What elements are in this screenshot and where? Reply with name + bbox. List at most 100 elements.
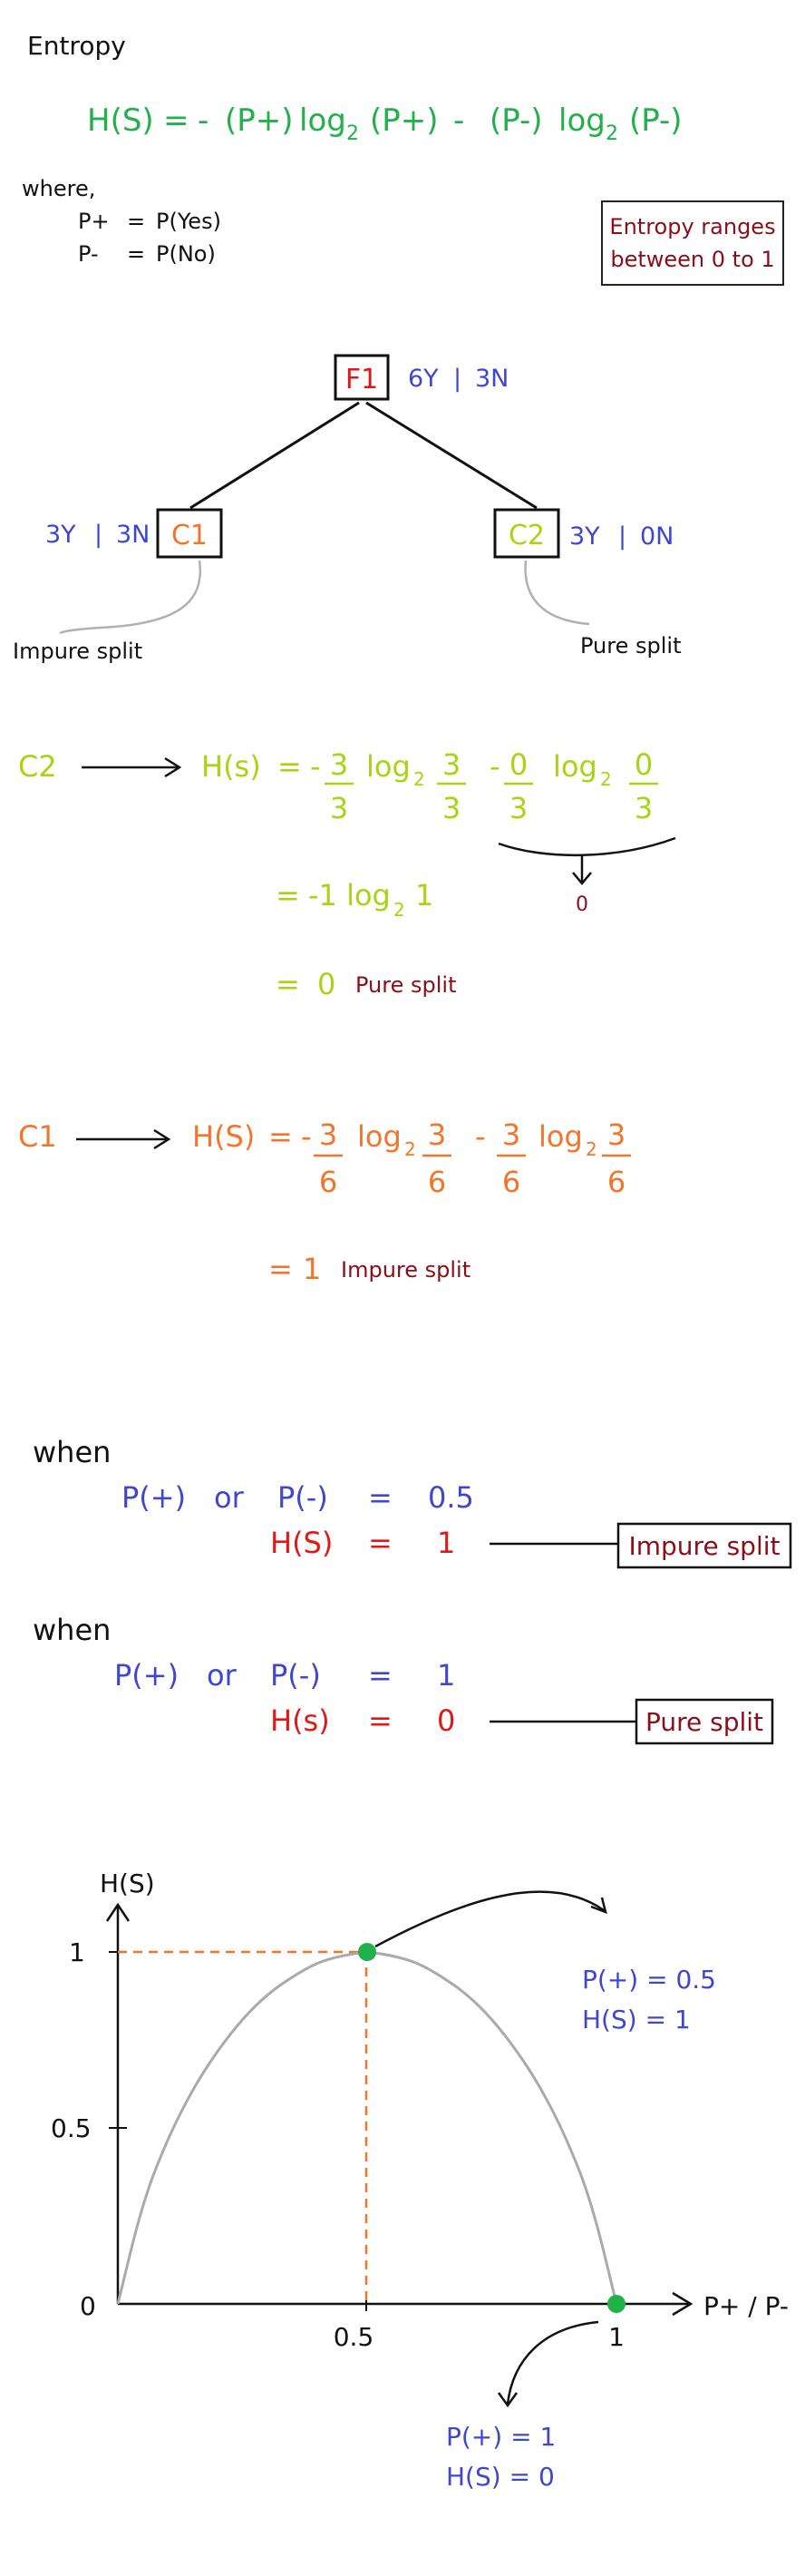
note-line-2: between 0 to 1 <box>610 247 774 272</box>
peak-annotation-arrowhead <box>590 1897 607 1915</box>
case1-box-label: Impure split <box>629 1531 781 1561</box>
c1-t3-num: 3 <box>502 1117 520 1152</box>
formula-minus-1: - <box>198 102 209 139</box>
c1-result-val: 1 <box>303 1252 321 1286</box>
formula-p-minus-2: (P-) <box>629 102 683 139</box>
def-sym-minus: P- <box>78 241 99 267</box>
y-axis-arrowhead <box>105 1902 131 1922</box>
definitions: P+ = P(Yes) P- = P(No) <box>78 209 221 267</box>
c1-t1-num: 3 <box>319 1117 337 1152</box>
case1-pval: 0.5 <box>428 1480 474 1515</box>
x-axis-label: P+ / P- <box>703 2291 789 2321</box>
c2-zero-arrow-head <box>572 872 592 885</box>
y-tick-label-1: 1 <box>69 1937 85 1967</box>
c1-t4-den: 6 <box>607 1165 626 1199</box>
case2-eq: = <box>368 1658 393 1693</box>
formula-p-plus-2: (P+) <box>370 102 439 139</box>
origin-label: 0 <box>80 2291 96 2321</box>
c1-t2-num: 3 <box>428 1117 446 1152</box>
c2-calc-node: C2 <box>18 749 57 784</box>
f1-no-count: 3N <box>475 365 509 393</box>
c1-caption-connector <box>59 560 202 635</box>
c2-line2-pre: -1 log <box>308 878 391 912</box>
x-tick-label-1: 1 <box>608 2322 625 2352</box>
c2-base-2: 2 <box>600 768 612 790</box>
case2-p2: P(-) <box>270 1658 321 1693</box>
case1-eq: = <box>368 1480 393 1515</box>
def-eq-plus: = <box>127 209 145 234</box>
where-label: where, <box>22 176 95 201</box>
c1-yes-count: 3Y <box>45 521 76 549</box>
formula-minus-2: - <box>453 102 464 139</box>
c1-result-label: Impure split <box>341 1257 470 1283</box>
case-pure: when P(+) or P(-) = 1 H(s) = 0 Pure spli… <box>33 1613 774 1745</box>
entropy-curve-line <box>116 1951 618 2305</box>
c1-t1-den: 6 <box>319 1165 337 1199</box>
c2-t4-num: 0 <box>635 747 653 782</box>
c1-log-1: log <box>357 1119 402 1154</box>
c1-t3-den: 6 <box>502 1165 520 1199</box>
def-eq-minus: = <box>127 241 145 267</box>
c2-line2-base: 2 <box>393 899 405 921</box>
node-c2-label: C2 <box>509 520 545 551</box>
note-line-1: Entropy ranges <box>609 214 775 239</box>
c2-t2-den: 3 <box>442 791 461 825</box>
node-c1-counts: 3Y | 3N <box>45 521 150 549</box>
c1-no-count: 3N <box>116 521 150 549</box>
entropy-formula: H(S) = - (P+) log 2 (P+) - (P-) log 2 (P… <box>87 102 683 145</box>
c1-result-eq: = <box>268 1252 293 1286</box>
c1-calc-node: C1 <box>18 1119 57 1154</box>
c2-calculation: C2 H(s) = - 3 3 log 2 3 3 - 0 3 log 2 0 … <box>18 747 676 1001</box>
f1-yes-count: 6Y <box>408 365 439 393</box>
end-annotation-arrow <box>506 2320 599 2405</box>
c2-t1-num: 3 <box>330 747 348 782</box>
c2-zero-brace <box>498 836 676 857</box>
page-title: Entropy <box>27 31 126 61</box>
node-c2-box <box>493 508 560 559</box>
case2-p1: P(+) <box>114 1658 179 1693</box>
c2-line3-label: Pure split <box>355 972 456 998</box>
end-annotation-line2: H(S) = 0 <box>446 2462 555 2492</box>
c2-yes-count: 3Y <box>569 522 600 551</box>
y-ticks: 1 0.5 <box>51 1937 127 2143</box>
c2-count-sep: | <box>618 522 626 551</box>
f1-count-sep: | <box>453 365 461 393</box>
case1-box <box>616 1522 792 1569</box>
c2-t2-num: 3 <box>442 747 461 782</box>
case2-eq2: = <box>368 1703 393 1738</box>
case1-hval: 1 <box>437 1526 455 1560</box>
c2-t3-sign: - <box>490 749 500 784</box>
c2-t3-den: 3 <box>509 791 528 825</box>
c1-t1-sign: - <box>301 1119 312 1154</box>
case-impure: when P(+) or P(-) = 0.5 H(S) = 1 Impure … <box>33 1435 792 1569</box>
c1-base-1: 2 <box>404 1138 416 1160</box>
case2-hval: 0 <box>437 1703 455 1738</box>
node-f1-box <box>334 354 390 401</box>
case1-hs: H(S) <box>270 1526 333 1560</box>
x-tick-label-05: 0.5 <box>334 2322 374 2352</box>
end-annotation-line1: P(+) = 1 <box>446 2422 556 2452</box>
y-tick-label-05: 0.5 <box>51 2113 92 2143</box>
case1-p2: P(-) <box>277 1480 328 1515</box>
entropy-chart: H(S) P+ / P- 0 1 0.5 0.5 1 P(+) = 0.5 H(… <box>51 1869 789 2492</box>
node-c1-label: C1 <box>171 520 208 551</box>
c2-line2-eq: = <box>276 878 300 912</box>
case2-when: when <box>33 1613 111 1647</box>
c1-arrow-head <box>153 1128 171 1150</box>
c2-line3-eq: = <box>276 967 300 1001</box>
c2-t3-num: 0 <box>509 747 528 782</box>
node-c2-counts: 3Y | 0N <box>569 522 674 551</box>
c2-log-1: log <box>366 749 411 784</box>
c2-eq: = <box>277 749 302 784</box>
c2-zero-note: 0 <box>576 893 588 916</box>
c1-base-2: 2 <box>586 1138 597 1160</box>
c1-count-sep: | <box>94 521 102 549</box>
c2-base-1: 2 <box>413 768 425 790</box>
edge-root-right <box>365 401 538 510</box>
formula-p-minus-1: (P-) <box>490 102 543 139</box>
def-val-plus: P(Yes) <box>156 209 221 234</box>
c1-log-2: log <box>538 1119 583 1154</box>
formula-base-1: 2 <box>346 122 359 145</box>
y-axis-label: H(S) <box>100 1869 155 1898</box>
